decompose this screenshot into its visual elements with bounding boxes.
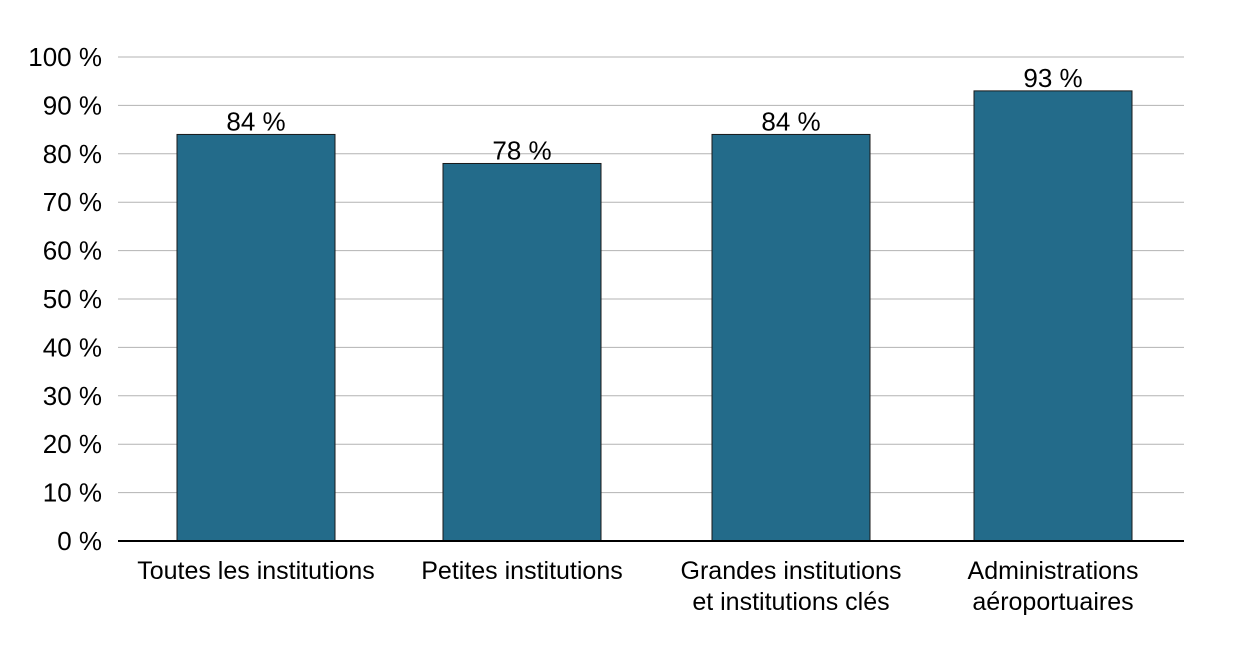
data-label: 93 %	[1023, 63, 1082, 93]
x-tick-label: Administrations aéroportuaires	[968, 557, 1139, 616]
y-axis-ticks: 0 % 10 % 20 % 30 % 40 % 50 % 60 % 70 % 80 % 90 % 1…	[28, 42, 102, 556]
data-label: 84 %	[761, 106, 820, 136]
y-tick-label: 80 %	[43, 139, 102, 169]
bars	[176, 90, 1133, 542]
bar	[442, 162, 602, 542]
x-tick-label: Toutes les institutions	[137, 557, 375, 585]
y-tick-label: 70 %	[43, 187, 102, 217]
data-labels: 84 % 78 % 84 % 93 %	[226, 63, 1082, 166]
bar	[711, 133, 871, 542]
bar	[973, 90, 1133, 542]
x-axis-labels: Toutes les institutions Petites instituti…	[137, 557, 1138, 616]
y-tick-label: 100 %	[28, 42, 102, 72]
x-tick-label: Grandes institutions et institutions clés	[681, 557, 902, 616]
y-tick-label: 10 %	[43, 478, 102, 508]
y-tick-label: 40 %	[43, 332, 102, 362]
y-tick-label: 30 %	[43, 381, 102, 411]
y-tick-label: 20 %	[43, 429, 102, 459]
y-tick-label: 90 %	[43, 90, 102, 120]
data-label: 84 %	[226, 106, 285, 136]
data-label: 78 %	[492, 135, 551, 165]
x-tick-label: Petites institutions	[421, 557, 623, 585]
y-tick-label: 60 %	[43, 236, 102, 266]
bar	[176, 133, 336, 542]
y-tick-label: 0 %	[57, 526, 102, 556]
y-tick-label: 50 %	[43, 284, 102, 314]
